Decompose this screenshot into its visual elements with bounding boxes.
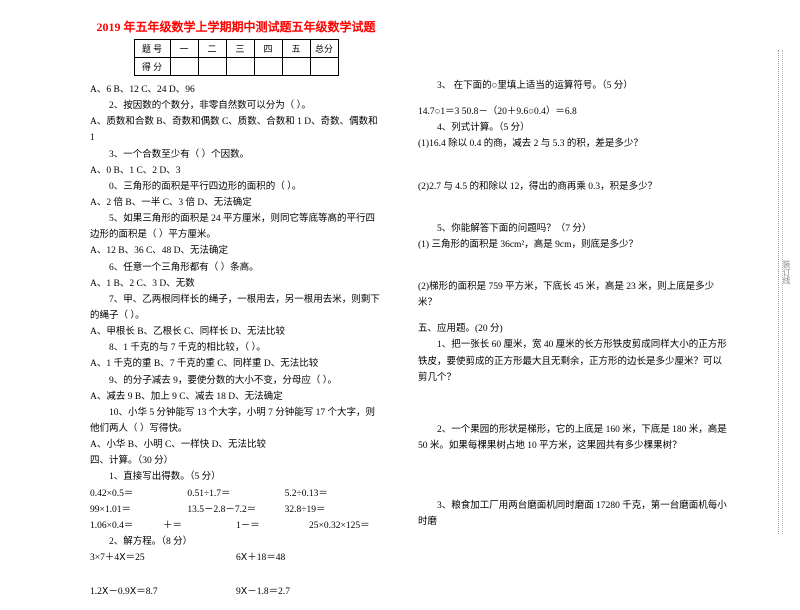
calc-row-3: 1.06×0.4＝ ＋＝ 1－＝ 25×0.32×125＝	[90, 518, 382, 534]
q8-opts: A、1 千克的重 B、7 千克的重 C、同样重 D、无法比较	[90, 356, 382, 372]
td-3	[226, 58, 254, 76]
binding-text: 装订线	[781, 260, 792, 284]
q6-opts: A、1 B、2 C、3 D、无数	[90, 276, 382, 292]
q5-opts: A、12 B、36 C、48 D、无法确定	[90, 243, 382, 259]
calc-row-1: 0.42×0.5＝ 0.51÷1.7＝ 5.2÷0.13＝	[90, 486, 382, 502]
sec5: 五、应用题。(20 分)	[418, 321, 730, 337]
q10: 10、小华 5 分钟能写 13 个大字，小明 7 分钟能写 17 个大字，则他们…	[90, 405, 382, 437]
q5: 5、如果三角形的面积是 24 平方厘米，则同它等底等高的平行四边形的面积是（ ）…	[90, 211, 382, 243]
c3a: 1.06×0.4＝	[90, 518, 163, 534]
r-q4b: (2)2.7 与 4.5 的和除以 12，得出的商再乘 0.3，积是多少？	[418, 179, 730, 195]
c1b: 0.51÷1.7＝	[187, 486, 284, 502]
q2-opts: A、质数和合数 B、奇数和偶数 C、质数、合数和 1 D、奇数、偶数和 1	[90, 114, 382, 146]
ap3: 3、粮食加工厂用两台磨面机同时磨面 17280 千克，第一台磨面机每小时磨	[418, 498, 730, 530]
td-2	[198, 58, 226, 76]
q9-opts: A、减去 9 B、加上 9 C、减去 18 D、无法确定	[90, 389, 382, 405]
eq1b: 6Ⅹ＋18＝48	[236, 550, 382, 566]
q2: 2、按因数的个数分，非零自然数可以分为（ ）。	[90, 98, 382, 114]
td-4	[254, 58, 282, 76]
c2a: 99×1.01＝	[90, 502, 187, 518]
eq1a: 3×7＋4Ⅹ＝25	[90, 550, 236, 566]
ap2: 2、一个果园的形状是梯形，它的上底是 160 米，下底是 180 米，高是 50…	[418, 422, 730, 454]
binding-line	[778, 50, 796, 534]
c1a: 0.42×0.5＝	[90, 486, 187, 502]
calc-row-2: 99×1.01＝ 13.5－2.8－7.2＝ 32.8÷19＝	[90, 502, 382, 518]
eq-row-1: 3×7＋4Ⅹ＝25 6Ⅹ＋18＝48	[90, 550, 382, 566]
c2c: 32.8÷19＝	[285, 502, 382, 518]
c3c: 1－＝	[236, 518, 309, 534]
td-6	[310, 58, 338, 76]
th-4: 四	[254, 40, 282, 58]
q4-opts: A、2 倍 B、一半 C、3 倍 D、无法确定	[90, 195, 382, 211]
q3: 3、一个合数至少有（ ）个因数。	[90, 147, 382, 163]
c1c: 5.2÷0.13＝	[285, 486, 382, 502]
eq2a: 1.2Ⅹ－0.9Ⅹ＝8.7	[90, 584, 236, 600]
sec4-1: 1、直接写出得数。（5 分）	[90, 469, 382, 485]
eq2b: 9Ⅹ－1.8＝2.7	[236, 584, 382, 600]
score-table: 题 号 一 二 三 四 五 总分 得 分	[134, 39, 339, 76]
q7: 7、甲、乙两根同样长的绳子，一根用去，另一根用去米，则剩下的绳子（ ）。	[90, 292, 382, 324]
r-q3a: 14.7○1＝3 50.8－（20＋9.6○0.4）＝6.8	[418, 104, 730, 120]
r-q4: 4、列式计算。（5 分）	[418, 120, 730, 136]
th-2: 二	[198, 40, 226, 58]
r-q5a: (1) 三角形的面积是 36cm²，高是 9cm，则底是多少？	[418, 237, 730, 253]
th-5: 五	[282, 40, 310, 58]
q10-opts: A、小华 B、小明 C、一样快 D、无法比较	[90, 437, 382, 453]
r-q5: 5、你能解答下面的问题吗？（7 分）	[418, 221, 730, 237]
td-5	[282, 58, 310, 76]
th-1: 一	[170, 40, 198, 58]
c3b: ＋＝	[163, 518, 236, 534]
r-q5b: (2)梯形的面积是 759 平方米，下底长 45 米，高是 23 米，则上底是多…	[418, 279, 730, 311]
c3d: 25×0.32×125＝	[309, 518, 382, 534]
q3-opts: A、0 B、1 C、2 D、3	[90, 163, 382, 179]
q6: 6、任意一个三角形都有（ ）条高。	[90, 260, 382, 276]
th-0: 题 号	[134, 40, 170, 58]
exam-title: 2019 年五年级数学上学期期中测试题五年级数学试题	[90, 18, 382, 35]
r-q3: 3、 在下面的○里填上适当的运算符号。（5 分）	[418, 78, 730, 94]
q7-opts: A、甲根长 B、乙根长 C、同样长 D、无法比较	[90, 324, 382, 340]
q8: 8、1 千克的与 7 千克的相比较，（ ）。	[90, 340, 382, 356]
q9: 9、的分子减去 9，要使分数的大小不变，分母应（ ）。	[90, 373, 382, 389]
td-1	[170, 58, 198, 76]
r-q4a: (1)16.4 除以 0.4 的商，减去 2 与 5.3 的积，差是多少？	[418, 136, 730, 152]
q1-opts: A、6 B、12 C、24 D、96	[90, 82, 382, 98]
c2b: 13.5－2.8－7.2＝	[187, 502, 284, 518]
q4: 0、三角形的面积是平行四边形的面积的（ ）。	[90, 179, 382, 195]
th-6: 总分	[310, 40, 338, 58]
th-3: 三	[226, 40, 254, 58]
sec4: 四、计算。（30 分）	[90, 453, 382, 469]
eq-row-2: 1.2Ⅹ－0.9Ⅹ＝8.7 9Ⅹ－1.8＝2.7	[90, 584, 382, 600]
td-0: 得 分	[134, 58, 170, 76]
ap1: 1、把一张长 60 厘米，宽 40 厘米的长方形铁皮剪成同样大小的正方形铁皮，要…	[418, 337, 730, 385]
sec4-2: 2、解方程。（8 分）	[90, 534, 382, 550]
